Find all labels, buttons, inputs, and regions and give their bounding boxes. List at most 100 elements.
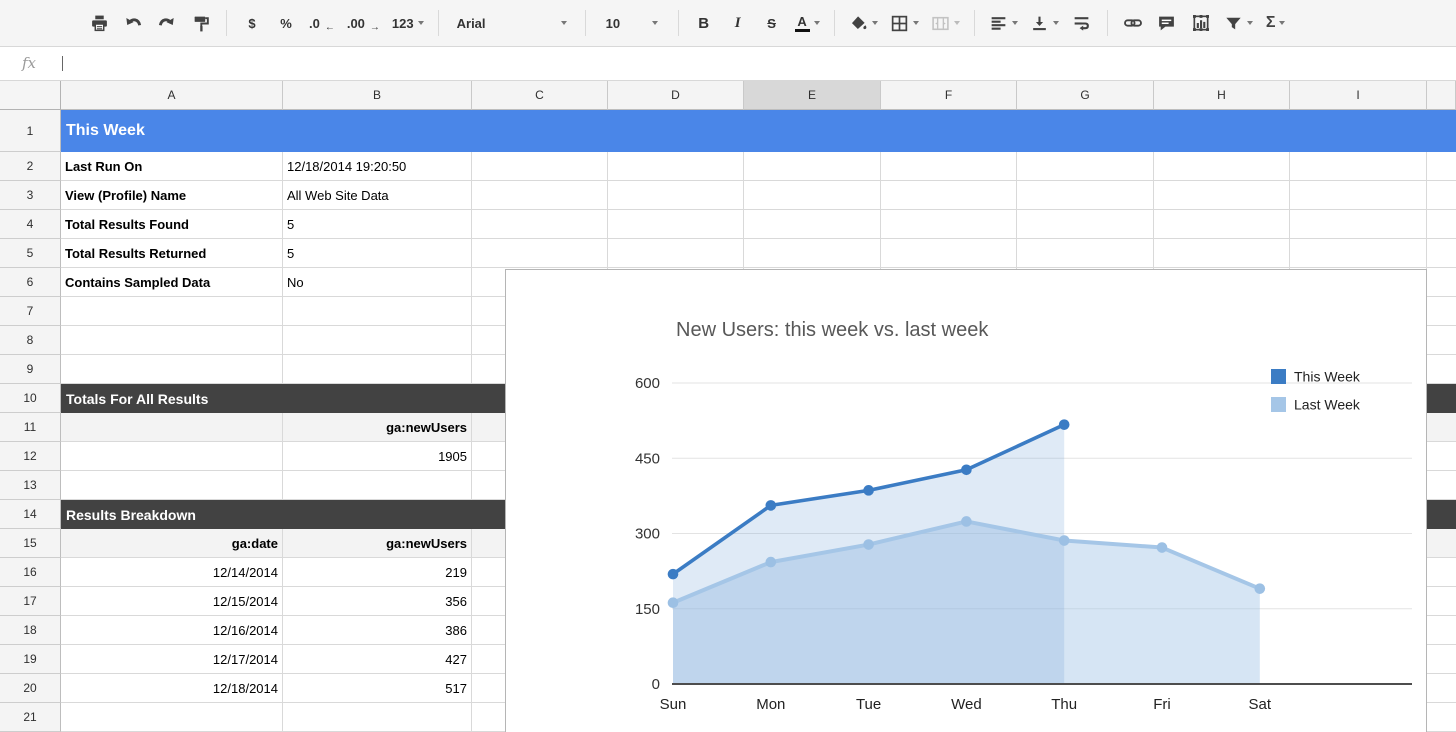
cell-D5[interactable] <box>608 239 744 268</box>
cell-J18[interactable] <box>1427 616 1456 645</box>
row-header-14[interactable]: 14 <box>0 500 61 529</box>
cell-A12[interactable] <box>61 442 283 471</box>
cell-C4[interactable] <box>472 210 608 239</box>
more-formats-button[interactable]: 123 <box>388 7 428 39</box>
filter-button[interactable] <box>1220 7 1257 39</box>
column-header-D[interactable]: D <box>608 81 744 110</box>
merge-cells-button[interactable] <box>927 7 964 39</box>
cell-C3[interactable] <box>472 181 608 210</box>
cell-B4[interactable]: 5 <box>283 210 472 239</box>
cell-J7[interactable] <box>1427 297 1456 326</box>
insert-chart-button[interactable] <box>1186 7 1216 39</box>
row-header-17[interactable]: 17 <box>0 587 61 616</box>
redo-button[interactable] <box>152 7 182 39</box>
cell-H4[interactable] <box>1154 210 1290 239</box>
cell-A20[interactable]: 12/18/2014 <box>61 674 283 703</box>
italic-button[interactable]: I <box>723 7 753 39</box>
cell-J17[interactable] <box>1427 587 1456 616</box>
font-size-select[interactable]: 10 <box>596 7 668 39</box>
cell-B6[interactable]: No <box>283 268 472 297</box>
vertical-align-button[interactable] <box>1026 7 1063 39</box>
decrease-decimal-button[interactable]: .0 ← <box>305 7 339 39</box>
cell-B9[interactable] <box>283 355 472 384</box>
row-header-16[interactable]: 16 <box>0 558 61 587</box>
cell-A11[interactable] <box>61 413 283 442</box>
text-wrap-button[interactable] <box>1067 7 1097 39</box>
cell-A6[interactable]: Contains Sampled Data <box>61 268 283 297</box>
row-header-12[interactable]: 12 <box>0 442 61 471</box>
cell-J3[interactable] <box>1427 181 1456 210</box>
cell-J15[interactable] <box>1427 529 1456 558</box>
cell-B2[interactable]: 12/18/2014 19:20:50 <box>283 152 472 181</box>
cell-J4[interactable] <box>1427 210 1456 239</box>
cell-G3[interactable] <box>1017 181 1154 210</box>
cell-I2[interactable] <box>1290 152 1427 181</box>
cell-B11[interactable]: ga:newUsers <box>283 413 472 442</box>
cell-A16[interactable]: 12/14/2014 <box>61 558 283 587</box>
increase-decimal-button[interactable]: .00 → <box>343 7 384 39</box>
undo-button[interactable] <box>118 7 148 39</box>
cell-G5[interactable] <box>1017 239 1154 268</box>
fill-color-button[interactable] <box>845 7 882 39</box>
cell-B17[interactable]: 356 <box>283 587 472 616</box>
cell-B8[interactable] <box>283 326 472 355</box>
format-percent-button[interactable]: % <box>271 7 301 39</box>
row-header-19[interactable]: 19 <box>0 645 61 674</box>
cell-F4[interactable] <box>881 210 1017 239</box>
cell-B7[interactable] <box>283 297 472 326</box>
row-header-13[interactable]: 13 <box>0 471 61 500</box>
column-header-I[interactable]: I <box>1290 81 1427 110</box>
cell-D3[interactable] <box>608 181 744 210</box>
insert-comment-button[interactable] <box>1152 7 1182 39</box>
cell-B19[interactable]: 427 <box>283 645 472 674</box>
column-header-partial[interactable] <box>1427 81 1456 110</box>
row-header-4[interactable]: 4 <box>0 210 61 239</box>
cell-B15[interactable]: ga:newUsers <box>283 529 472 558</box>
cell-I5[interactable] <box>1290 239 1427 268</box>
cell-A5[interactable]: Total Results Returned <box>61 239 283 268</box>
cell-E5[interactable] <box>744 239 881 268</box>
row-header-20[interactable]: 20 <box>0 674 61 703</box>
column-header-F[interactable]: F <box>881 81 1017 110</box>
cell-J9[interactable] <box>1427 355 1456 384</box>
column-header-G[interactable]: G <box>1017 81 1154 110</box>
text-color-button[interactable]: A <box>791 7 824 39</box>
print-button[interactable] <box>84 7 114 39</box>
cell-A7[interactable] <box>61 297 283 326</box>
cell-A2[interactable]: Last Run On <box>61 152 283 181</box>
cell-E4[interactable] <box>744 210 881 239</box>
cell-B13[interactable] <box>283 471 472 500</box>
row-header-5[interactable]: 5 <box>0 239 61 268</box>
cell-A4[interactable]: Total Results Found <box>61 210 283 239</box>
cell-I4[interactable] <box>1290 210 1427 239</box>
horizontal-align-button[interactable] <box>985 7 1022 39</box>
cell-A9[interactable] <box>61 355 283 384</box>
cell-H3[interactable] <box>1154 181 1290 210</box>
cell-J20[interactable] <box>1427 674 1456 703</box>
bold-button[interactable]: B <box>689 7 719 39</box>
row-header-18[interactable]: 18 <box>0 616 61 645</box>
font-family-select[interactable]: Arial <box>449 7 575 39</box>
cell-J16[interactable] <box>1427 558 1456 587</box>
column-header-H[interactable]: H <box>1154 81 1290 110</box>
row-header-3[interactable]: 3 <box>0 181 61 210</box>
cell-A17[interactable]: 12/15/2014 <box>61 587 283 616</box>
cell-E2[interactable] <box>744 152 881 181</box>
cell-F5[interactable] <box>881 239 1017 268</box>
row-header-9[interactable]: 9 <box>0 355 61 384</box>
cell-A13[interactable] <box>61 471 283 500</box>
row-header-10[interactable]: 10 <box>0 384 61 413</box>
column-header-A[interactable]: A <box>61 81 283 110</box>
cell-A21[interactable] <box>61 703 283 732</box>
cell-D2[interactable] <box>608 152 744 181</box>
cell-A15[interactable]: ga:date <box>61 529 283 558</box>
cell-J8[interactable] <box>1427 326 1456 355</box>
paint-format-button[interactable] <box>186 7 216 39</box>
row-header-8[interactable]: 8 <box>0 326 61 355</box>
cell-C2[interactable] <box>472 152 608 181</box>
row-header-7[interactable]: 7 <box>0 297 61 326</box>
borders-button[interactable] <box>886 7 923 39</box>
cell-J6[interactable] <box>1427 268 1456 297</box>
row-header-6[interactable]: 6 <box>0 268 61 297</box>
cell-H2[interactable] <box>1154 152 1290 181</box>
